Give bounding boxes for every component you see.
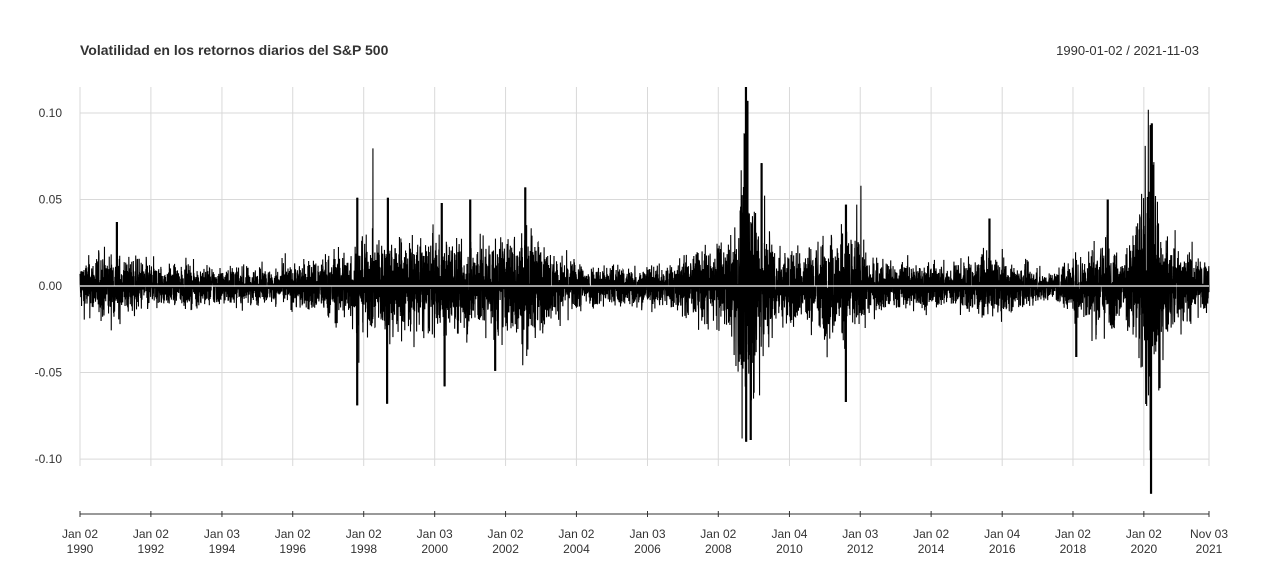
x-tick-label-month: Jan 02 — [913, 527, 949, 541]
x-tick-label-month: Jan 04 — [771, 527, 807, 541]
date-range-label: 1990-01-02 / 2021-11-03 — [1056, 43, 1199, 58]
x-tick-label-month: Jan 03 — [629, 527, 665, 541]
x-tick-label-year: 2016 — [989, 542, 1016, 556]
chart-title: Volatilidad en los retornos diarios del … — [80, 42, 389, 58]
x-tick-label-month: Jan 02 — [275, 527, 311, 541]
x-tick-label-year: 1996 — [279, 542, 306, 556]
x-tick-label-month: Jan 02 — [133, 527, 169, 541]
x-tick-label-month: Jan 02 — [1055, 527, 1091, 541]
x-tick-label-year: 2006 — [634, 542, 661, 556]
x-tick-label-month: Jan 02 — [700, 527, 736, 541]
x-tick-label-month: Jan 03 — [842, 527, 878, 541]
y-tick-label: -0.05 — [35, 366, 63, 380]
x-tick-label-month: Jan 02 — [558, 527, 594, 541]
x-tick-label-year: 2021 — [1196, 542, 1223, 556]
x-tick-label-month: Jan 02 — [62, 527, 98, 541]
series-daily-returns — [79, 86, 1210, 494]
y-tick-label: 0.00 — [39, 279, 63, 293]
x-tick-label-year: 2002 — [492, 542, 519, 556]
x-tick-label-year: 2012 — [847, 542, 874, 556]
x-tick-label-year: 1994 — [209, 542, 236, 556]
x-tick-label-month: Jan 04 — [984, 527, 1020, 541]
x-tick-label-month: Jan 03 — [204, 527, 240, 541]
x-tick-label-month: Jan 02 — [488, 527, 524, 541]
x-tick-label-month: Nov 03 — [1190, 527, 1228, 541]
x-tick-label-year: 2010 — [776, 542, 803, 556]
y-tick-label: 0.10 — [39, 106, 63, 120]
y-tick-label: -0.10 — [35, 452, 63, 466]
x-tick-label-month: Jan 02 — [346, 527, 382, 541]
x-tick-label-year: 2004 — [563, 542, 590, 556]
x-tick-label-year: 1992 — [138, 542, 165, 556]
x-tick-label-year: 2014 — [918, 542, 945, 556]
x-tick-label-month: Jan 03 — [417, 527, 453, 541]
x-tick-label-year: 1998 — [350, 542, 377, 556]
series-line — [79, 86, 1210, 494]
x-tick-label-month: Jan 02 — [1126, 527, 1162, 541]
y-tick-label: 0.05 — [39, 192, 63, 206]
x-tick-label-year: 2020 — [1130, 542, 1157, 556]
x-tick-label-year: 1990 — [67, 542, 94, 556]
x-tick-label-year: 2008 — [705, 542, 732, 556]
x-tick-label-year: 2018 — [1060, 542, 1087, 556]
x-tick-label-year: 2000 — [421, 542, 448, 556]
